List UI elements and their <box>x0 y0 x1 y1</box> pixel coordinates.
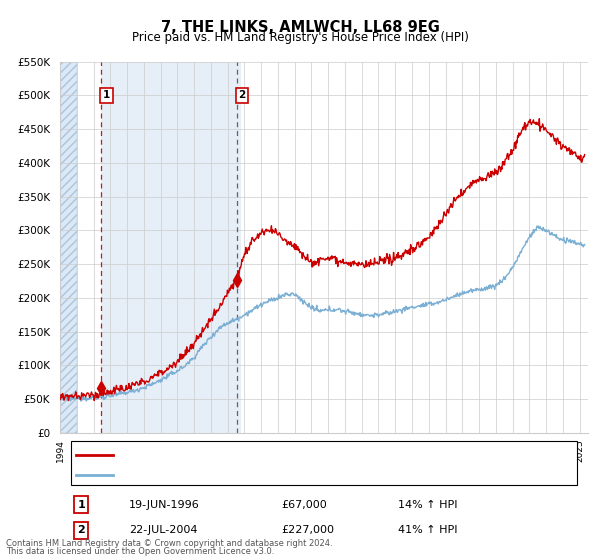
Text: 41% ↑ HPI: 41% ↑ HPI <box>398 525 457 535</box>
Text: Contains HM Land Registry data © Crown copyright and database right 2024.: Contains HM Land Registry data © Crown c… <box>6 539 332 548</box>
Text: 7, THE LINKS, AMLWCH, LL68 9EG (detached house): 7, THE LINKS, AMLWCH, LL68 9EG (detached… <box>124 450 394 460</box>
Text: £67,000: £67,000 <box>282 500 328 510</box>
Text: 7, THE LINKS, AMLWCH, LL68 9EG: 7, THE LINKS, AMLWCH, LL68 9EG <box>161 20 439 35</box>
Text: 1: 1 <box>77 500 85 510</box>
Text: 2: 2 <box>238 90 245 100</box>
Text: HPI: Average price, detached house, Isle of Anglesey: HPI: Average price, detached house, Isle… <box>124 469 398 479</box>
Text: 14% ↑ HPI: 14% ↑ HPI <box>398 500 457 510</box>
Text: 22-JUL-2004: 22-JUL-2004 <box>128 525 197 535</box>
Text: 1: 1 <box>103 90 110 100</box>
Text: 19-JUN-1996: 19-JUN-1996 <box>128 500 199 510</box>
Text: This data is licensed under the Open Government Licence v3.0.: This data is licensed under the Open Gov… <box>6 547 274 556</box>
Text: Price paid vs. HM Land Registry's House Price Index (HPI): Price paid vs. HM Land Registry's House … <box>131 31 469 44</box>
FancyBboxPatch shape <box>71 441 577 485</box>
Text: 2: 2 <box>77 525 85 535</box>
Bar <box>101 62 241 433</box>
Text: £227,000: £227,000 <box>282 525 335 535</box>
